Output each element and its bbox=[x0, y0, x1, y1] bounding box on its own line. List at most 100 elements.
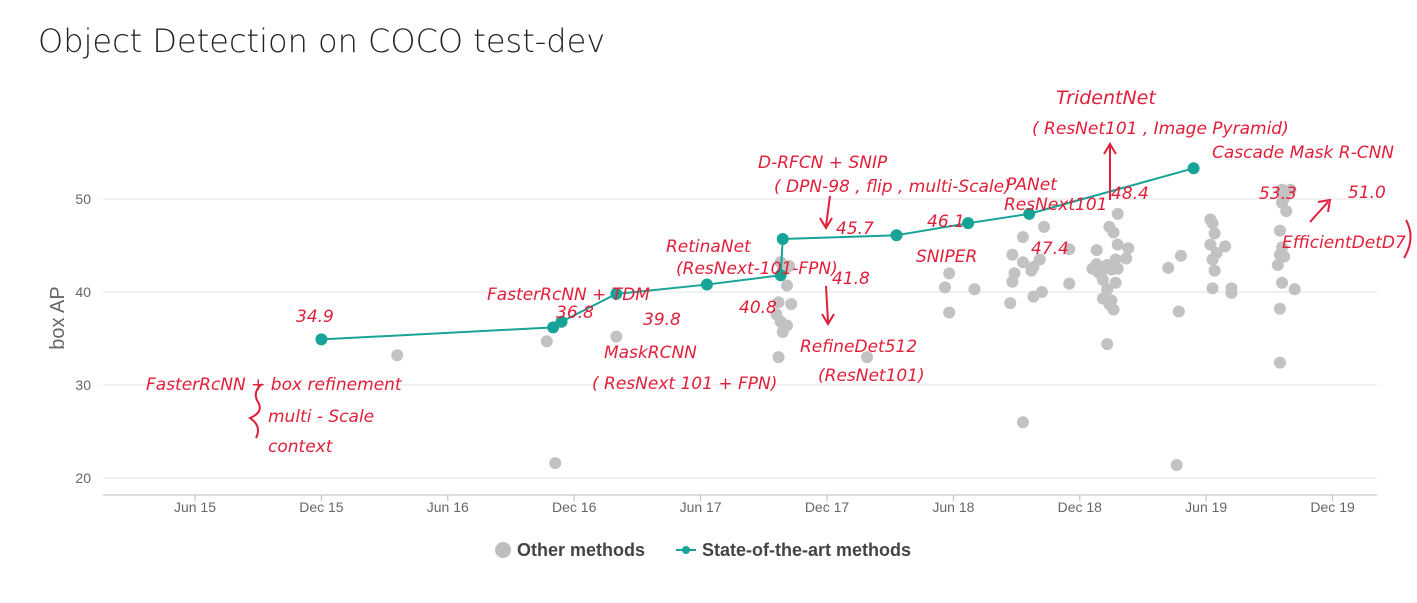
other-method-point[interactable] bbox=[549, 457, 562, 470]
other-method-point[interactable] bbox=[938, 281, 951, 294]
other-method-point[interactable] bbox=[780, 279, 793, 292]
value-label-41-8: 41.8 bbox=[832, 269, 870, 289]
other-method-point[interactable] bbox=[1284, 183, 1297, 196]
other-method-point[interactable] bbox=[968, 283, 981, 296]
other-method-point[interactable] bbox=[1111, 207, 1124, 220]
other-method-point[interactable] bbox=[1016, 231, 1029, 244]
anno-drfcn: D-RFCN + SNIP bbox=[758, 153, 888, 173]
chart-title: Object Detection on COCO test-dev bbox=[38, 22, 606, 60]
other-method-point[interactable] bbox=[1273, 302, 1286, 315]
other-method-point[interactable] bbox=[772, 296, 785, 309]
other-method-point[interactable] bbox=[785, 298, 798, 311]
value-label-53-3: 53.3 bbox=[1259, 184, 1297, 204]
other-method-point[interactable] bbox=[1101, 283, 1114, 296]
other-method-point[interactable] bbox=[1025, 264, 1038, 277]
sota-point[interactable] bbox=[700, 278, 713, 291]
other-method-point[interactable] bbox=[1105, 294, 1118, 307]
x-tick-label: Jun 17 bbox=[680, 499, 722, 515]
other-method-point[interactable] bbox=[776, 325, 789, 338]
other-method-point[interactable] bbox=[1122, 242, 1135, 255]
anno-tridentnet-2: ( ResNet101 , Image Pyramid) bbox=[1032, 119, 1289, 139]
other-method-point[interactable] bbox=[1101, 338, 1114, 351]
other-method-point[interactable] bbox=[1206, 253, 1219, 266]
anno-faster-rcnn-tdm: FasterRcNN + TDM bbox=[487, 285, 650, 305]
other-method-point[interactable] bbox=[1278, 250, 1291, 263]
sota-point[interactable] bbox=[1187, 162, 1200, 175]
other-method-point[interactable] bbox=[861, 351, 874, 364]
anno-panet: PANet bbox=[1006, 175, 1058, 195]
other-method-point[interactable] bbox=[943, 306, 956, 319]
x-tick-label: Jun 15 bbox=[174, 499, 216, 515]
other-method-point[interactable] bbox=[943, 267, 956, 280]
y-tick-label: 50 bbox=[75, 191, 91, 207]
other-method-point[interactable] bbox=[540, 335, 553, 348]
other-method-point[interactable] bbox=[610, 330, 623, 343]
sota-point[interactable] bbox=[774, 269, 787, 282]
anno-mask-rcnn: MaskRCNN bbox=[604, 343, 697, 363]
sota-point[interactable] bbox=[315, 333, 328, 346]
value-label-45-7: 45.7 bbox=[836, 219, 874, 239]
other-method-point[interactable] bbox=[1006, 275, 1019, 288]
other-method-point[interactable] bbox=[783, 259, 796, 272]
other-method-point[interactable] bbox=[1170, 458, 1183, 471]
sota-point[interactable] bbox=[610, 287, 623, 300]
anno-refinedet-2: (ResNet101) bbox=[818, 366, 925, 386]
legend-label-other[interactable]: Other methods bbox=[517, 540, 645, 560]
sota-point[interactable] bbox=[962, 217, 975, 230]
other-method-point[interactable] bbox=[1206, 282, 1219, 295]
other-method-point[interactable] bbox=[1063, 277, 1076, 290]
x-tick-label: Dec 18 bbox=[1058, 499, 1103, 515]
sota-point[interactable] bbox=[776, 232, 789, 245]
sota-point[interactable] bbox=[890, 229, 903, 242]
other-method-point[interactable] bbox=[1109, 276, 1122, 289]
legend-label-sota[interactable]: State-of-the-art methods bbox=[702, 540, 911, 560]
value-label-39-8: 39.8 bbox=[643, 310, 681, 330]
other-method-point[interactable] bbox=[1219, 240, 1232, 253]
other-method-point[interactable] bbox=[1004, 297, 1017, 310]
other-method-point[interactable] bbox=[1107, 226, 1120, 239]
y-axis: 20 30 40 50 bbox=[75, 191, 91, 486]
other-method-point[interactable] bbox=[1111, 262, 1124, 275]
sota-point[interactable] bbox=[1023, 207, 1036, 220]
other-method-point[interactable] bbox=[772, 351, 785, 364]
other-method-point[interactable] bbox=[1206, 217, 1219, 230]
anno-tridentnet: TridentNet bbox=[1056, 87, 1157, 109]
sota-point[interactable] bbox=[547, 321, 560, 334]
other-method-point[interactable] bbox=[1172, 305, 1185, 318]
other-method-point[interactable] bbox=[1109, 253, 1122, 266]
sota-point[interactable] bbox=[555, 315, 568, 328]
other-method-point[interactable] bbox=[391, 349, 404, 362]
other-method-point[interactable] bbox=[1096, 273, 1109, 286]
x-tick-label: Dec 16 bbox=[552, 499, 597, 515]
anno-drfcn-2: ( DPN-98 , flip , multi-Scale) bbox=[774, 177, 1011, 197]
other-method-point[interactable] bbox=[1271, 259, 1284, 272]
other-method-point[interactable] bbox=[1208, 227, 1221, 240]
other-method-point[interactable] bbox=[1016, 256, 1029, 269]
other-method-point[interactable] bbox=[1120, 252, 1133, 265]
anno-faster-rcnn-3: context bbox=[268, 437, 334, 457]
other-method-point[interactable] bbox=[1037, 220, 1050, 233]
other-method-point[interactable] bbox=[1204, 238, 1217, 251]
other-method-point[interactable] bbox=[1208, 264, 1221, 277]
x-axis: Jun 15 Dec 15 Jun 16 Dec 16 Jun 17 Dec 17 Jun … bbox=[103, 494, 1377, 515]
other-method-point[interactable] bbox=[1273, 356, 1286, 369]
anno-mask-rcnn-2: ( ResNext 101 + FPN) bbox=[592, 374, 777, 394]
other-method-point[interactable] bbox=[1288, 283, 1301, 296]
other-method-point[interactable] bbox=[1276, 276, 1289, 289]
other-method-point[interactable] bbox=[1090, 244, 1103, 257]
other-method-point[interactable] bbox=[1174, 249, 1187, 262]
other-method-point[interactable] bbox=[1063, 243, 1076, 256]
handwritten-annotations: 34.9 36.8 39.8 40.8 41.8 45.7 46.1 47.4 … bbox=[146, 87, 1412, 457]
other-method-point[interactable] bbox=[1162, 261, 1175, 274]
other-method-point[interactable] bbox=[1107, 303, 1120, 316]
other-method-point[interactable] bbox=[1027, 290, 1040, 303]
other-method-point[interactable] bbox=[1280, 205, 1293, 218]
other-method-point[interactable] bbox=[1006, 248, 1019, 261]
gridlines bbox=[103, 198, 1377, 479]
other-method-point[interactable] bbox=[1016, 416, 1029, 429]
y-tick-label: 20 bbox=[75, 470, 91, 486]
other-method-point[interactable] bbox=[1225, 286, 1238, 299]
other-method-point[interactable] bbox=[1111, 238, 1124, 251]
other-method-point[interactable] bbox=[1273, 224, 1286, 237]
